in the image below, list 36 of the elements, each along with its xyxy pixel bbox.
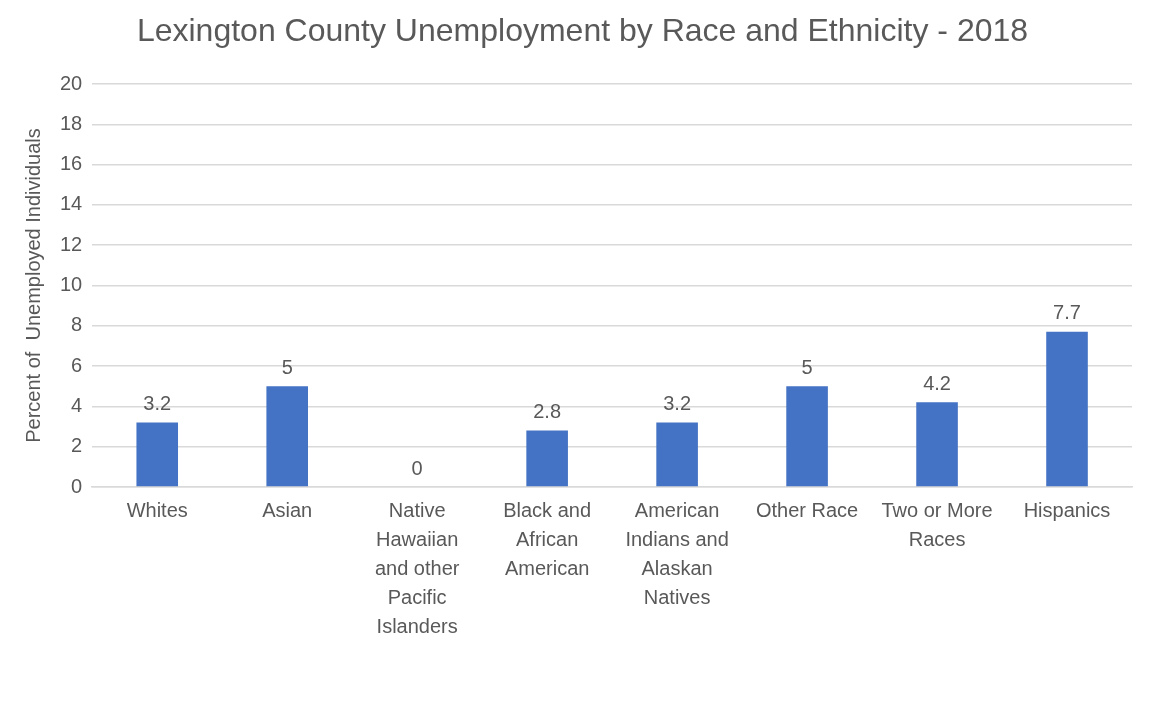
data-label: 2.8 xyxy=(533,400,562,423)
y-tick-label: 14 xyxy=(60,192,83,215)
x-tick-label: Whites xyxy=(126,499,188,522)
x-tick-label: American Indians and Alaskan Natives xyxy=(625,499,729,609)
data-label: 0 xyxy=(411,456,423,479)
y-tick-label: 6 xyxy=(71,353,83,376)
y-tick-label: 10 xyxy=(60,273,83,296)
data-label: 4.2 xyxy=(923,371,951,394)
y-tick-label: 0 xyxy=(71,474,83,497)
data-label: 7.7 xyxy=(1053,301,1081,324)
x-tick-label: Hispanics xyxy=(1023,499,1111,522)
y-tick-label: 12 xyxy=(60,232,83,255)
y-tick-label: 8 xyxy=(71,313,83,336)
y-tick-label: 4 xyxy=(71,393,83,416)
x-tick-label: Native Hawaiian and other Pacific Islanders xyxy=(374,499,460,638)
y-tick-label: 20 xyxy=(60,71,83,94)
x-tick-label: Black and African American xyxy=(503,499,592,580)
bar xyxy=(526,430,568,487)
y-axis-title: Percent of Unemployed Individuals xyxy=(21,128,44,443)
data-label: 3.2 xyxy=(663,392,692,415)
x-tick-label: Other Race xyxy=(755,499,859,522)
y-tick-label: 18 xyxy=(60,111,83,134)
x-tick-label: Asian xyxy=(262,499,313,522)
bar xyxy=(266,386,308,487)
data-label: 5 xyxy=(281,355,293,378)
bar xyxy=(136,422,179,487)
y-tick-label: 16 xyxy=(60,152,83,175)
y-tick-label: 2 xyxy=(71,434,83,457)
x-tick-label: Two or More Races xyxy=(881,499,993,551)
chart-title: Lexington County Unemployment by Race and Ethnicity - 2018 xyxy=(135,11,1030,50)
data-label: 3.2 xyxy=(143,392,172,415)
bar xyxy=(1046,331,1088,487)
bar xyxy=(656,422,698,487)
bar xyxy=(916,402,958,487)
bar xyxy=(786,386,828,487)
data-label: 5 xyxy=(801,355,813,378)
